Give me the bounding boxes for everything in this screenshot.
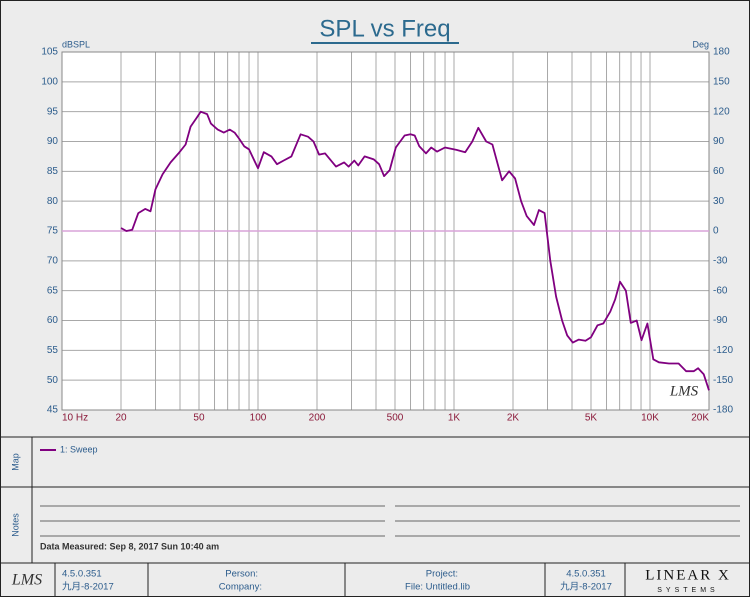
y-tick-label: 85 [47, 166, 59, 177]
notes-panel [0, 486, 750, 564]
y2-tick-label: 90 [713, 136, 725, 147]
x-tick-label: 20K [691, 413, 709, 424]
file: File: Untitled.lib [405, 582, 470, 593]
x-tick-label: 1K [448, 413, 461, 424]
y2-tick-label: 180 [713, 47, 730, 58]
x-tick-label: 5K [585, 413, 598, 424]
footer-logo: LMS [11, 572, 42, 589]
legend-entry: 1: Sweep [60, 444, 98, 454]
notes-text: Data Measured: Sep 8, 2017 Sun 10:40 am [40, 541, 219, 551]
y2-tick-label: 0 [713, 226, 719, 237]
x-tick-label: 10 Hz [62, 413, 88, 424]
map-label: Map [10, 453, 20, 471]
x-tick-label: 10K [641, 413, 659, 424]
y-tick-label: 95 [47, 106, 59, 117]
y2-tick-label: 150 [713, 76, 730, 87]
x-tick-label: 100 [250, 413, 267, 424]
watermark: LMS [669, 383, 699, 399]
series-line [120, 110, 710, 391]
y2-tick-label: 30 [713, 196, 725, 207]
chart-title: SPL vs Freq [319, 15, 450, 42]
x-tick-label: 2K [507, 413, 520, 424]
y2-tick-label: 60 [713, 166, 725, 177]
y-tick-label: 90 [47, 136, 59, 147]
map-panel [0, 436, 750, 488]
footer-dividers [54, 563, 626, 597]
version: 4.5.0.351 [62, 569, 102, 580]
date: 九月-8-2017 [62, 581, 114, 593]
y-tick-label: 75 [47, 226, 59, 237]
y2-tick-label: 120 [713, 106, 730, 117]
y-tick-label: 65 [47, 285, 59, 296]
person: Person: [225, 569, 258, 580]
project: Project: [426, 569, 458, 580]
x-tick-label: 20 [115, 413, 127, 424]
y2-tick-label: -90 [713, 315, 728, 326]
y-tick-label: 60 [47, 315, 59, 326]
x-tick-label: 50 [193, 413, 205, 424]
y2-tick-label: -180 [713, 405, 733, 416]
y2-tick-label: -30 [713, 255, 728, 266]
y-tick-label: 80 [47, 196, 59, 207]
company: Company: [219, 582, 262, 593]
y2-tick-label: -120 [713, 345, 733, 356]
y-tick-label: 100 [41, 76, 58, 87]
brand: LINEAR X [645, 567, 731, 583]
y2-axis-label: Deg [692, 39, 709, 49]
y2-tick-label: -150 [713, 375, 733, 386]
brand-sub: SYSTEMS [657, 587, 718, 594]
y-tick-label: 105 [41, 47, 58, 58]
date: 九月-8-2017 [560, 581, 612, 593]
y-tick-label: 45 [47, 405, 59, 416]
note-lines [40, 505, 740, 537]
y2-tick-label: -60 [713, 285, 728, 296]
x-tick-label: 200 [309, 413, 326, 424]
y-tick-label: 50 [47, 375, 59, 386]
y-tick-label: 55 [47, 345, 59, 356]
version: 4.5.0.351 [566, 569, 606, 580]
y-tick-label: 70 [47, 255, 59, 266]
plot: 45 50 55 60 65 70 75 80 85 90 95 100 105 -180 -150 -120… [41, 47, 733, 424]
x-tick-label: 500 [387, 413, 404, 424]
y-axis-label: dBSPL [62, 39, 90, 49]
notes-label: Notes [10, 513, 20, 537]
